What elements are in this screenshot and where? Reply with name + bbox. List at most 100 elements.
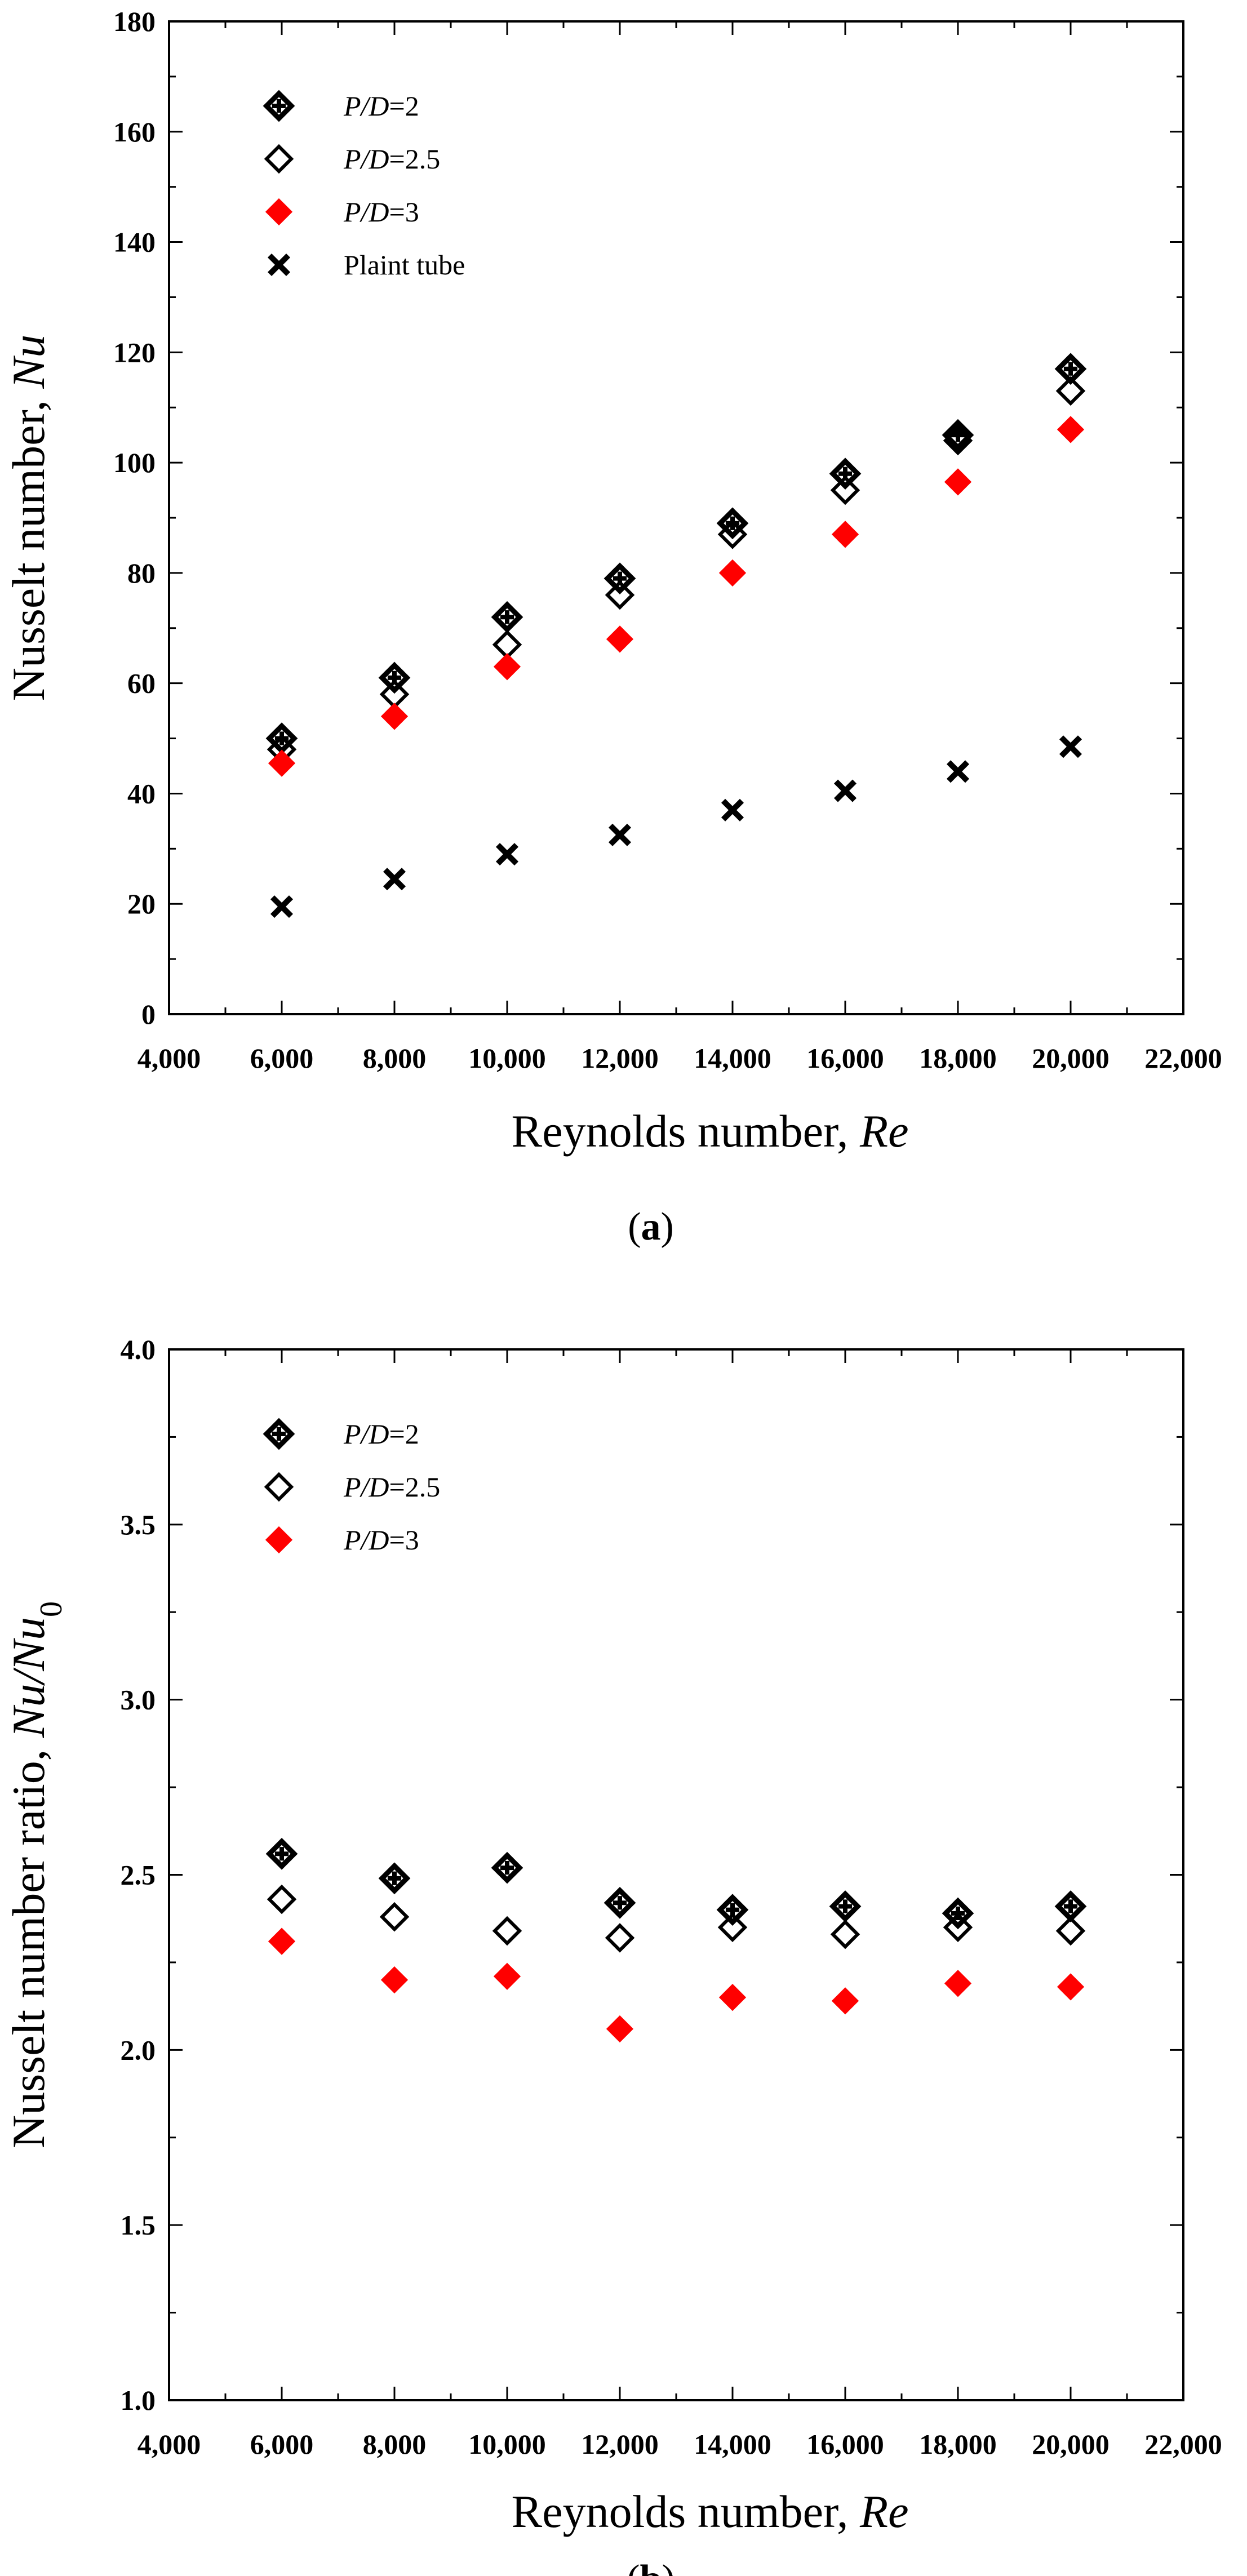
y-axis-title: Nusselt number, Nu [3, 335, 54, 701]
data-point [1059, 735, 1082, 758]
plot-frame [168, 20, 1184, 1015]
data-point [491, 1851, 523, 1884]
data-point [1055, 376, 1086, 406]
data-point [717, 1912, 748, 1942]
series-p-d-2 [265, 1837, 1087, 1930]
data-point [717, 519, 748, 549]
data-point [943, 425, 973, 456]
data-point [267, 1884, 297, 1915]
legend-label-variable: P/D [343, 1418, 389, 1450]
y-axis-title-text: Nusselt number ratio, [3, 1738, 54, 2148]
caption-letter: b [640, 2557, 662, 2576]
x-axis-title: Reynolds number, Re [512, 2486, 909, 2537]
data-point [270, 895, 294, 918]
legend-label-value: =2.5 [389, 1471, 441, 1503]
x-tick-label: 4,000 [137, 1042, 201, 1074]
y-tick-label: 20 [127, 888, 156, 920]
legend-marker [264, 1472, 294, 1502]
data-point [608, 823, 632, 846]
legend-marker [263, 90, 295, 122]
data-point [605, 580, 635, 610]
legend-label: P/D=2 [343, 1418, 419, 1450]
data-point [492, 1916, 522, 1946]
legend-label-value: =3 [389, 196, 419, 228]
x-tick-label: 18,000 [919, 1042, 997, 1074]
series-plaint-tube [270, 735, 1082, 918]
y-tick-label: 180 [113, 6, 156, 37]
data-point [718, 1983, 747, 2011]
series-p-d-3 [268, 416, 1085, 777]
legend: P/D=2P/D=2.5P/D=3 [263, 1418, 440, 1556]
x-tick-label: 6,000 [250, 1042, 314, 1074]
y-tick-label: 1.5 [121, 2209, 156, 2241]
data-point [718, 559, 747, 587]
data-point [943, 1912, 973, 1942]
y-axis-title-text: Nusselt number, [3, 389, 54, 701]
legend-label-variable: P/D [343, 1524, 389, 1556]
caption-letter: a [641, 1205, 661, 1249]
data-point [603, 1886, 636, 1919]
legend-label: P/D=3 [343, 1524, 419, 1556]
y-tick-label: 0 [141, 998, 156, 1030]
x-tick-label: 14,000 [694, 2428, 771, 2460]
data-point [944, 1970, 972, 1997]
legend-label-variable: P/D [343, 143, 389, 175]
data-point [1055, 1916, 1086, 1946]
data-point [491, 601, 523, 633]
data-point [606, 2015, 634, 2043]
caption-close: ) [661, 1205, 674, 1249]
data-point [268, 1927, 296, 1955]
data-point [1057, 1973, 1085, 2001]
legend-label-value: =2.5 [389, 143, 441, 175]
data-point [830, 1919, 860, 1949]
data-point [833, 779, 857, 802]
x-tick-label: 4,000 [137, 2428, 201, 2460]
y-tick-label: 40 [127, 778, 156, 809]
legend-label-value: =2 [389, 90, 419, 122]
x-axis-title: Reynolds number, Re [512, 1105, 909, 1157]
data-point [1054, 353, 1087, 385]
legend-label: P/D=3 [343, 196, 419, 228]
data-point [831, 521, 859, 548]
data-point [830, 475, 860, 505]
data-point [493, 653, 521, 681]
data-point [831, 1987, 859, 2015]
data-point [268, 749, 296, 777]
x-tick-label: 6,000 [250, 2428, 314, 2460]
data-point [1054, 1890, 1087, 1922]
data-point [721, 798, 744, 821]
data-point [946, 760, 970, 783]
x-tick-label: 10,000 [468, 2428, 546, 2460]
legend-marker [265, 1526, 293, 1554]
y-tick-label: 3.5 [121, 1509, 156, 1540]
y-tick-label: 160 [113, 116, 156, 148]
x-tick-label: 8,000 [363, 2428, 427, 2460]
legend-label: P/D=2.5 [343, 1471, 440, 1503]
legend-label: Plaint tube [344, 249, 465, 281]
data-point [378, 1862, 411, 1895]
y-tick-label: 1.0 [121, 2384, 156, 2416]
series-p-d-3 [268, 1927, 1085, 2043]
data-point [829, 1890, 862, 1922]
x-axis-title-variable: Re [859, 1105, 908, 1157]
data-point [493, 1962, 521, 1990]
x-tick-label: 16,000 [806, 2428, 884, 2460]
data-point [495, 843, 519, 866]
x-axis-title-variable: Re [859, 2486, 908, 2537]
legend-marker [263, 1418, 295, 1450]
y-tick-label: 60 [127, 668, 156, 699]
series-p-d-2 [265, 353, 1087, 754]
x-tick-label: 22,000 [1144, 1042, 1222, 1074]
x-tick-label: 10,000 [468, 1042, 546, 1074]
legend-marker [267, 253, 291, 277]
chart-b: 1.0 1.5 2.0 2.5 3.0 3.5 4.0 4,000 6,000 8,000 10,0… [3, 1334, 1222, 2576]
x-axis-title-text: Reynolds number, [512, 1105, 860, 1157]
x-tick-label: 12,000 [581, 2428, 659, 2460]
data-point [380, 1966, 409, 1994]
data-point [1057, 416, 1085, 443]
data-point [606, 625, 634, 653]
y-tick-label: 140 [113, 226, 156, 258]
data-point [378, 661, 411, 694]
legend-label-value: =3 [389, 1524, 419, 1556]
